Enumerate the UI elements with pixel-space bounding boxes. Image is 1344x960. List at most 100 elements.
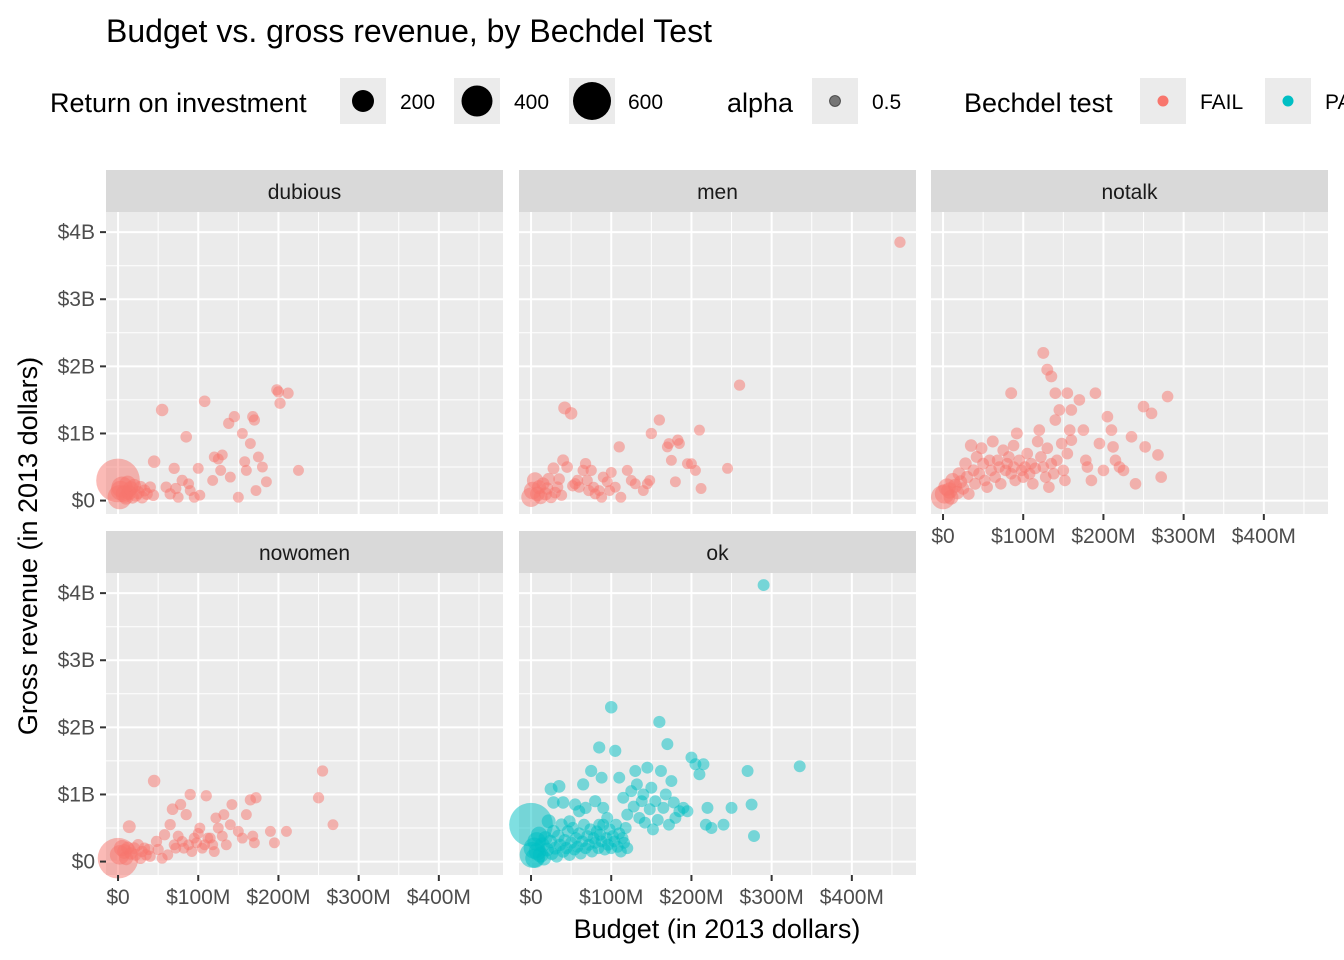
data-point bbox=[248, 837, 260, 849]
data-point bbox=[272, 386, 285, 398]
facet-nowomen: nowomen $0 $1B $2B $3B $4B $0 $100M $200M $300M $4… bbox=[58, 531, 503, 909]
data-point bbox=[170, 482, 182, 495]
data-point bbox=[745, 798, 758, 811]
data-point bbox=[1057, 464, 1070, 477]
data-point bbox=[663, 438, 675, 449]
data-point bbox=[667, 796, 680, 809]
y-tick-label: $3B bbox=[58, 649, 95, 672]
data-point bbox=[604, 700, 618, 714]
data-point bbox=[681, 805, 694, 818]
data-point bbox=[1002, 451, 1015, 463]
facet-dubious: dubious $0 $1B $2B $3B $4B bbox=[58, 170, 503, 514]
data-point bbox=[693, 768, 706, 781]
data-point bbox=[630, 778, 643, 791]
data-point bbox=[1053, 404, 1066, 416]
data-point bbox=[252, 451, 264, 463]
data-point bbox=[164, 819, 176, 831]
data-point bbox=[1081, 461, 1094, 473]
data-point bbox=[629, 478, 641, 490]
data-point bbox=[184, 788, 196, 801]
x-tick-label: $200M bbox=[659, 886, 723, 909]
data-point bbox=[1033, 424, 1046, 436]
data-point bbox=[975, 442, 988, 455]
data-point bbox=[579, 801, 592, 814]
data-point bbox=[595, 771, 608, 784]
x-tick-label: $400M bbox=[1232, 525, 1296, 548]
legend-size-600-key bbox=[573, 82, 611, 120]
data-point bbox=[1043, 481, 1055, 493]
data-point bbox=[733, 379, 746, 391]
data-point bbox=[218, 809, 230, 821]
data-point bbox=[200, 790, 212, 802]
data-point bbox=[327, 819, 339, 831]
data-point bbox=[260, 476, 272, 488]
facet-ok: ok $0 $100M $200M $300M $400M bbox=[509, 531, 916, 909]
data-point bbox=[1085, 474, 1098, 487]
data-point bbox=[697, 758, 710, 771]
data-point bbox=[180, 808, 192, 821]
x-tick-label: $0 bbox=[519, 886, 542, 909]
data-point bbox=[717, 818, 730, 831]
data-point bbox=[617, 791, 630, 804]
legend-pass-key bbox=[1282, 95, 1294, 107]
data-point bbox=[981, 481, 993, 493]
facet-strip bbox=[106, 531, 503, 573]
data-point bbox=[793, 760, 806, 773]
data-point bbox=[236, 428, 248, 439]
data-point bbox=[651, 814, 664, 826]
data-point bbox=[619, 822, 632, 834]
data-point bbox=[601, 476, 613, 488]
data-point bbox=[1117, 464, 1130, 477]
data-point bbox=[601, 811, 614, 824]
facet-strip bbox=[931, 170, 1328, 212]
data-point bbox=[646, 823, 659, 836]
panel-background bbox=[106, 212, 503, 514]
legend-fail-key bbox=[1157, 95, 1169, 107]
chart-title: Budget vs. gross revenue, by Bechdel Tes… bbox=[106, 13, 712, 49]
data-point bbox=[208, 846, 220, 857]
x-tick-label: $300M bbox=[327, 886, 391, 909]
data-point bbox=[1010, 427, 1023, 440]
data-point bbox=[248, 414, 261, 426]
data-point bbox=[649, 795, 662, 808]
data-point bbox=[654, 765, 667, 777]
data-point bbox=[207, 474, 219, 486]
data-point bbox=[1007, 439, 1020, 452]
data-point bbox=[228, 411, 240, 423]
y-tick-label: $1B bbox=[58, 783, 95, 806]
data-point bbox=[605, 466, 617, 478]
data-point bbox=[553, 473, 565, 485]
data-point bbox=[609, 744, 622, 757]
data-point bbox=[641, 761, 654, 774]
data-point bbox=[316, 765, 329, 777]
data-point bbox=[1061, 387, 1074, 400]
data-point bbox=[629, 765, 642, 777]
data-point bbox=[593, 741, 606, 754]
data-point bbox=[1125, 431, 1138, 443]
data-point bbox=[194, 822, 206, 834]
x-tick-label: $300M bbox=[1152, 525, 1216, 548]
data-point bbox=[1105, 424, 1118, 436]
data-point bbox=[983, 454, 996, 467]
data-point bbox=[147, 455, 161, 468]
data-point bbox=[1077, 424, 1090, 436]
legend-size-400-key bbox=[461, 85, 493, 117]
x-tick-label: $0 bbox=[931, 525, 954, 548]
y-tick-label: $0 bbox=[72, 851, 95, 874]
data-point bbox=[748, 830, 760, 843]
data-point bbox=[312, 792, 325, 804]
data-point bbox=[621, 808, 634, 821]
data-point bbox=[665, 454, 677, 466]
data-point bbox=[695, 483, 707, 494]
data-point bbox=[725, 801, 738, 814]
data-point bbox=[621, 842, 634, 855]
data-point bbox=[757, 579, 770, 592]
data-point bbox=[180, 431, 193, 443]
y-tick-label: $3B bbox=[58, 288, 95, 311]
data-point bbox=[239, 456, 251, 468]
data-point bbox=[722, 462, 733, 474]
data-point bbox=[236, 832, 248, 844]
legend-size-title: Return on investment bbox=[50, 88, 307, 118]
data-point bbox=[661, 738, 674, 751]
